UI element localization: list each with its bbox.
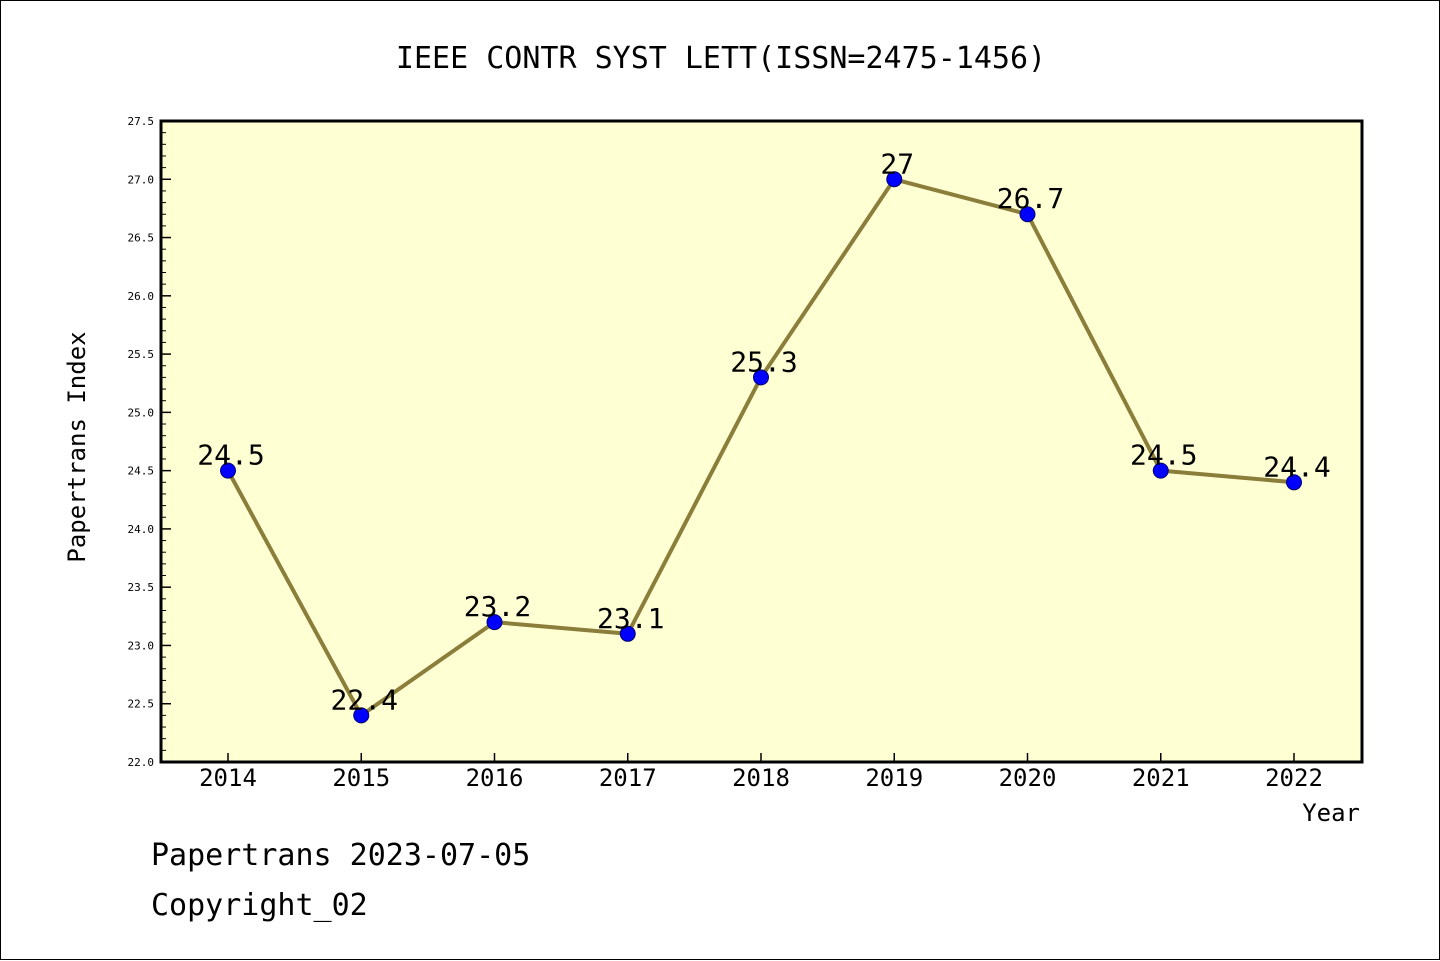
- plot-area: [161, 121, 1362, 762]
- y-tick-label: 25.5: [128, 348, 155, 361]
- y-tick-label: 23.5: [128, 581, 155, 594]
- data-point: [486, 614, 503, 631]
- x-axis: 2014 2015 2016 2017 2018 2019 2020 2021 2022: [199, 753, 1323, 792]
- data-point: [1286, 474, 1302, 491]
- data-label: 24.5: [197, 439, 264, 472]
- y-tick-label: 25.0: [128, 406, 155, 419]
- data-point: [1152, 462, 1169, 479]
- data-label: 24.4: [1263, 450, 1330, 483]
- plot-border: [159, 119, 1364, 764]
- x-tick-label: 2016: [466, 764, 524, 792]
- y-tick-label: 24.0: [128, 523, 155, 536]
- x-axis-title: Year: [1302, 799, 1360, 827]
- y-tick-label: 26.0: [128, 290, 155, 303]
- x-tick-label: 2018: [732, 764, 790, 792]
- x-tick-label: 2014: [199, 764, 257, 792]
- data-point: [1019, 206, 1036, 223]
- data-point: [753, 369, 769, 386]
- data-label: 22.4: [331, 683, 398, 716]
- x-tick-label: 2017: [599, 764, 657, 792]
- y-tick-label: 22.0: [128, 756, 155, 769]
- data-label: 26.7: [997, 182, 1064, 215]
- y-axis: 22.0 22.5 23.0 23.5 24.0 24.5 25.0 25.5 26.0 26.5…: [128, 115, 171, 769]
- data-point: [353, 707, 370, 724]
- data-point: [220, 462, 236, 479]
- y-tick-label: 23.0: [128, 639, 155, 652]
- x-tick-label: 2020: [999, 764, 1057, 792]
- data-label: 27: [880, 147, 914, 180]
- data-label: 24.5: [1130, 439, 1197, 472]
- y-tick-label: 24.5: [128, 465, 155, 478]
- y-tick-label: 27.0: [128, 173, 155, 186]
- x-tick-label: 2021: [1132, 764, 1190, 792]
- chart-title: IEEE CONTR SYST LETT(ISSN=2475-1456): [396, 41, 1046, 76]
- data-label: 25.3: [730, 345, 797, 378]
- y-tick-label: 27.5: [128, 115, 155, 128]
- y-tick-label: 22.5: [128, 698, 155, 711]
- footer-date: Papertrans 2023-07-05: [151, 838, 530, 873]
- x-tick-label: 2015: [332, 764, 390, 792]
- data-point: [619, 625, 636, 642]
- data-label: 23.1: [597, 602, 664, 635]
- footer-copyright: Copyright_02: [151, 888, 368, 923]
- x-tick-label: 2022: [1265, 764, 1323, 792]
- data-label: 23.2: [464, 590, 531, 623]
- y-tick-label: 26.5: [128, 232, 155, 245]
- x-tick-label: 2019: [865, 764, 923, 792]
- y-axis-title: Papertrans Index: [63, 331, 91, 562]
- data-point: [886, 171, 903, 188]
- data-labels: 24.5 22.4 23.2 23.1 25.3 27 26.7 24.5 24.4: [197, 147, 1330, 716]
- data-markers: [220, 171, 1302, 724]
